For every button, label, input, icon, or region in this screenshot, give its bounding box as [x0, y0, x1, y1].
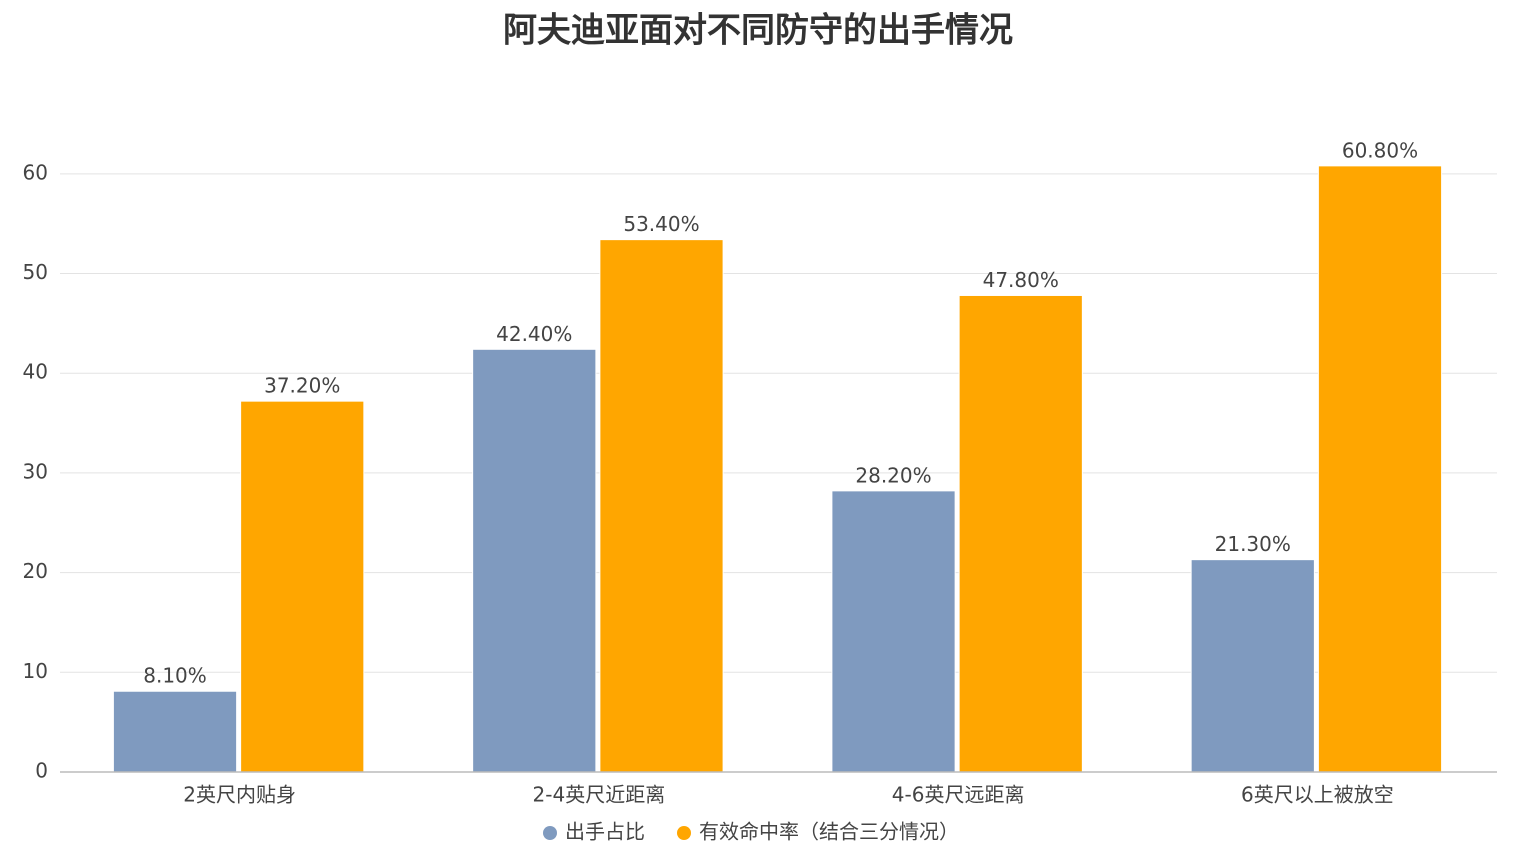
y-tick-label: 40 — [23, 360, 48, 384]
chart-title: 阿夫迪亚面对不同防守的出手情况 — [503, 11, 1013, 51]
data-label: 53.40% — [623, 212, 699, 236]
x-tick-label: 2-4英尺近距离 — [533, 783, 666, 807]
x-tick-label: 4-6英尺远距离 — [892, 783, 1025, 807]
x-tick-label: 6英尺以上被放空 — [1241, 783, 1394, 807]
legend-marker — [543, 826, 557, 840]
data-label: 47.80% — [983, 268, 1059, 292]
bar — [599, 239, 724, 773]
y-tick-label: 20 — [23, 559, 48, 583]
bar — [240, 400, 365, 773]
bar — [1190, 559, 1315, 773]
legend-label: 有效命中率（结合三分情况） — [699, 820, 959, 844]
data-label: 8.10% — [143, 664, 207, 688]
x-tick-label: 2英尺内贴身 — [183, 783, 296, 807]
y-tick-label: 10 — [23, 659, 48, 683]
y-tick-label: 50 — [23, 260, 48, 284]
data-label: 60.80% — [1342, 138, 1418, 162]
data-label: 42.40% — [496, 322, 572, 346]
bar — [1317, 165, 1443, 773]
y-tick-label: 30 — [23, 459, 48, 483]
bar — [958, 294, 1083, 773]
data-label: 21.30% — [1215, 532, 1291, 556]
data-label: 37.20% — [264, 374, 340, 398]
bar — [472, 348, 597, 773]
y-tick-label: 60 — [23, 160, 48, 184]
bar — [831, 490, 956, 773]
bar — [112, 690, 238, 773]
y-tick-label: 0 — [35, 759, 48, 783]
legend-label: 出手占比 — [565, 820, 645, 844]
data-label: 28.20% — [855, 463, 931, 487]
legend-marker — [677, 826, 691, 840]
